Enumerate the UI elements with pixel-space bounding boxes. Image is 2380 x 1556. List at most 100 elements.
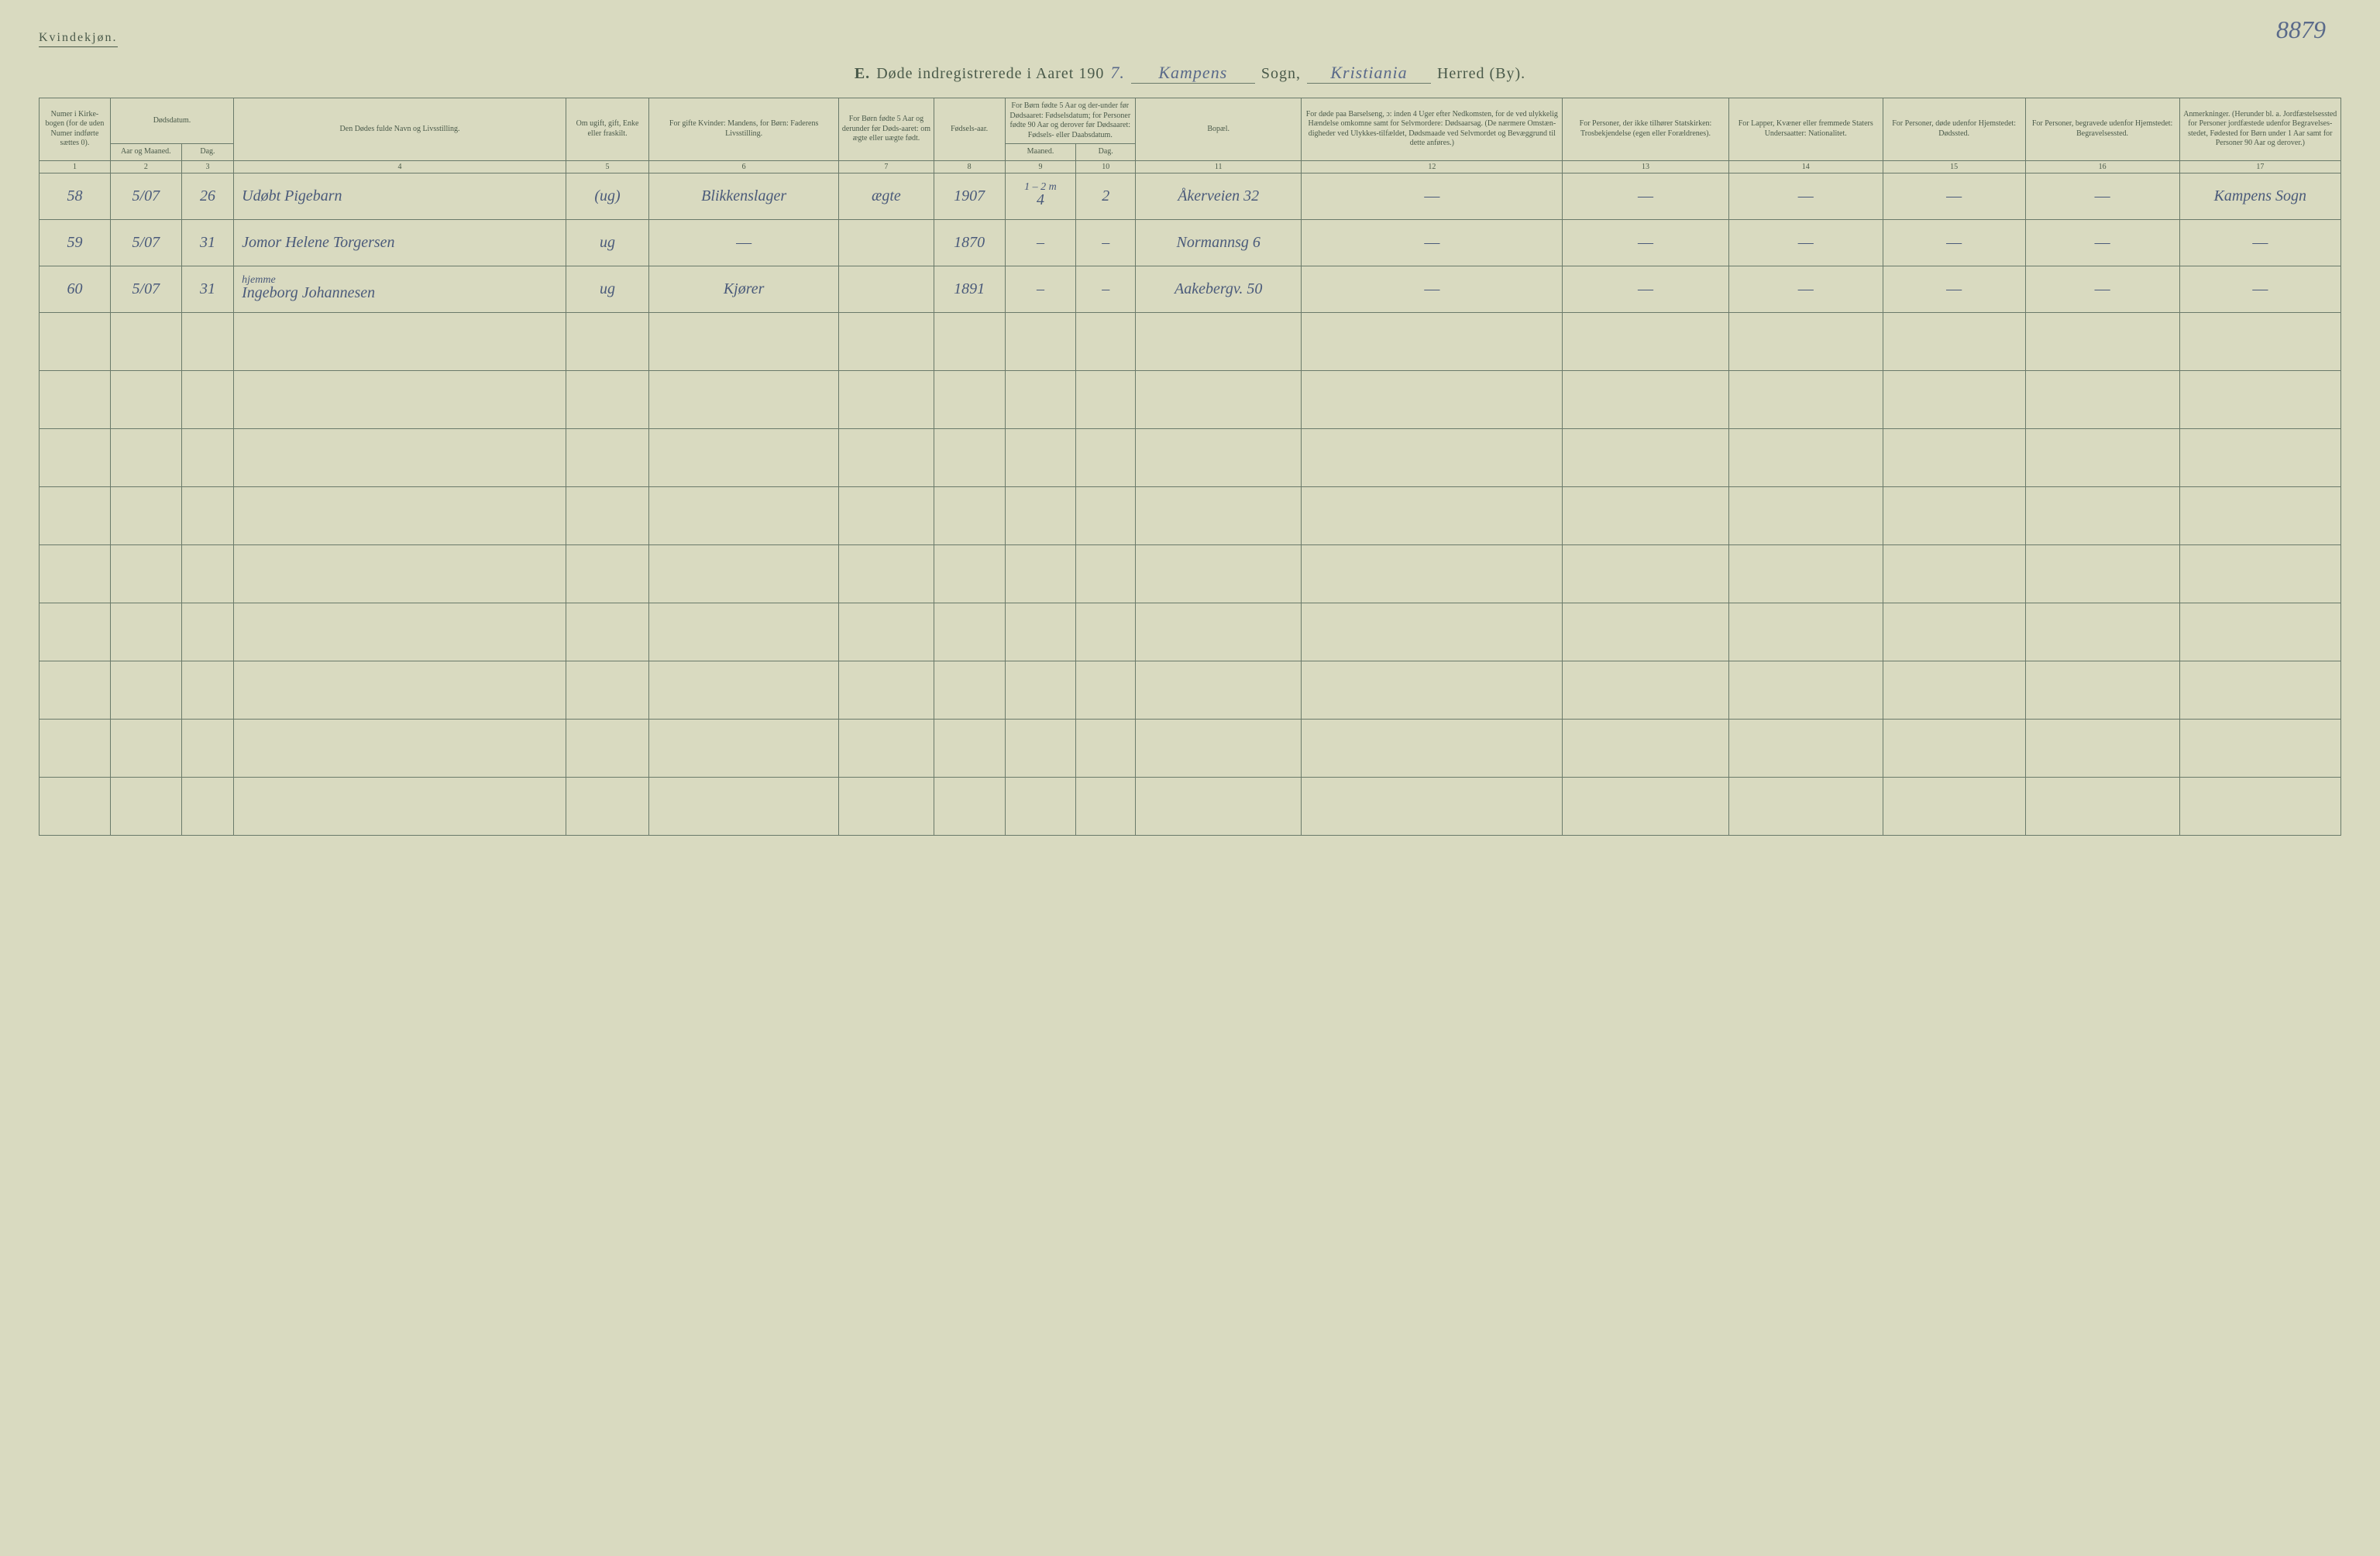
blank-cell [839,486,934,544]
hdr-col2-top: Dødsdatum. [110,98,233,144]
cell: 1870 [934,219,1005,266]
column-number: 1 [40,160,111,173]
blank-cell [1135,428,1301,486]
blank-cell [40,486,111,544]
blank-cell [1728,777,1883,835]
blank-cell [934,719,1005,777]
blank-cell [110,777,181,835]
blank-cell [1302,661,1563,719]
cell: 1 – 2 m4 [1005,173,1076,219]
cell: Jomor Helene Torgersen [234,219,566,266]
cell: — [1563,219,1728,266]
cell: 2 [1076,173,1136,219]
blank-cell [839,719,934,777]
blank-cell [2025,544,2179,603]
blank-cell [566,544,648,603]
blank-cell [2179,486,2340,544]
blank-cell [1302,719,1563,777]
blank-cell [40,312,111,370]
blank-cell [40,777,111,835]
blank-cell [181,428,233,486]
blank-cell [181,486,233,544]
blank-cell [1302,312,1563,370]
title-year-hand: 7. [1110,63,1125,83]
hdr-col9a: Maaned. [1005,144,1076,161]
column-number: 4 [234,160,566,173]
blank-cell [839,603,934,661]
title-prefix: E. [855,65,870,83]
blank-cell [234,661,566,719]
blank-cell [1563,428,1728,486]
blank-cell [1883,312,2025,370]
column-number: 5 [566,160,648,173]
column-number: 15 [1883,160,2025,173]
blank-cell [649,661,839,719]
blank-cell [1076,486,1136,544]
blank-cell [1135,603,1301,661]
cell: (ug) [566,173,648,219]
ledger-page: 8879 Kvindekjøn. E. Døde indregistrerede… [39,31,2341,836]
blank-cell [234,544,566,603]
column-number: 13 [1563,160,1728,173]
blank-cell [1302,544,1563,603]
blank-cell [2025,428,2179,486]
blank-cell [1728,661,1883,719]
column-number: 12 [1302,160,1563,173]
blank-cell [1728,428,1883,486]
blank-cell [934,370,1005,428]
cell: Kjører [649,266,839,312]
blank-row [40,603,2341,661]
cell: 26 [181,173,233,219]
blank-cell [1563,777,1728,835]
blank-row [40,777,2341,835]
blank-cell [1563,603,1728,661]
blank-cell [934,428,1005,486]
blank-cell [2179,544,2340,603]
cell: hjemmeIngeborg Johannesen [234,266,566,312]
sogn-fill: Kampens [1131,63,1255,84]
blank-cell [1302,603,1563,661]
cell: — [2025,219,2179,266]
blank-cell [110,603,181,661]
hdr-col14: For Lapper, Kvæner eller fremmede Stater… [1728,98,1883,161]
title-line: E. Døde indregistrerede i Aaret 1907. Ka… [39,63,2341,84]
cell: ug [566,219,648,266]
cell: Aakebergv. 50 [1135,266,1301,312]
cell: — [1302,219,1563,266]
blank-cell [1883,544,2025,603]
blank-cell [234,428,566,486]
blank-cell [110,661,181,719]
cell: Normannsg 6 [1135,219,1301,266]
blank-cell [934,486,1005,544]
cell: Åkerveien 32 [1135,173,1301,219]
blank-cell [2025,777,2179,835]
blank-cell [1883,777,2025,835]
blank-cell [1135,719,1301,777]
blank-cell [110,544,181,603]
blank-row [40,544,2341,603]
blank-cell [934,777,1005,835]
cell [839,266,934,312]
hdr-col1: Numer i Kirke-bogen (for de uden Numer i… [40,98,111,161]
column-number: 7 [839,160,934,173]
blank-cell [234,777,566,835]
blank-cell [649,719,839,777]
cell: — [2025,173,2179,219]
table-row: 605/0731hjemmeIngeborg JohannesenugKjøre… [40,266,2341,312]
blank-cell [2179,312,2340,370]
cell: – [1005,219,1076,266]
blank-cell [1563,719,1728,777]
blank-cell [1005,544,1076,603]
cell: — [649,219,839,266]
blank-cell [1076,544,1136,603]
cell: 5/07 [110,266,181,312]
blank-cell [1135,544,1301,603]
blank-cell [839,370,934,428]
blank-cell [1005,312,1076,370]
blank-cell [1076,428,1136,486]
blank-cell [649,312,839,370]
blank-cell [181,661,233,719]
blank-cell [649,486,839,544]
blank-cell [110,428,181,486]
blank-cell [110,370,181,428]
